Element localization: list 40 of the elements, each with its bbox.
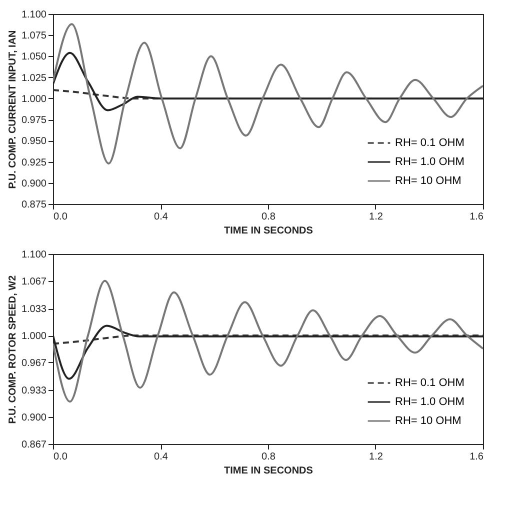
y-tick-label: 0.900 <box>21 178 47 190</box>
legend-label: RH= 10 OHM <box>395 175 462 187</box>
line-series <box>53 334 483 345</box>
x-tick-label: 1.6 <box>470 452 484 462</box>
x-tick-label: 0.4 <box>154 452 168 462</box>
y-tick-label: 0.867 <box>21 440 47 450</box>
y-axis-title: P.U. COMP. ROTOR SPEED, W2 <box>7 274 18 424</box>
line-series <box>53 23 483 164</box>
y-tick-label: 1.000 <box>21 331 47 342</box>
y-tick-label: 0.933 <box>21 386 47 397</box>
x-tick-label: 0.8 <box>262 452 276 462</box>
x-axis-title: TIME IN SECONDS <box>224 466 314 476</box>
x-tick-label: 0.8 <box>262 212 276 222</box>
y-tick-label: 1.075 <box>21 30 47 42</box>
y-tick-label: 1.100 <box>21 10 47 20</box>
x-tick-label: 0.0 <box>54 452 68 462</box>
x-tick-label: 0.4 <box>154 212 168 222</box>
legend-label: RH= 10 OHM <box>395 415 462 427</box>
x-tick-label: 1.2 <box>369 452 384 462</box>
legend-label: RH= 1.0 OHM <box>395 396 464 408</box>
x-axis-title: TIME IN SECONDS <box>224 226 314 236</box>
y-tick-label: 1.033 <box>21 304 47 316</box>
y-tick-label: 1.050 <box>21 52 47 63</box>
y-tick-label: 0.967 <box>21 358 47 369</box>
x-tick-label: 1.2 <box>369 212 384 222</box>
y-tick-label: 0.875 <box>21 200 47 210</box>
y-tick-label: 0.925 <box>21 157 47 168</box>
y-tick-label: 1.100 <box>21 250 47 260</box>
y-tick-label: 1.000 <box>21 94 47 105</box>
y-tick-label: 1.067 <box>21 276 47 288</box>
y-axis-title: P.U. COMP. CURRENT INPUT, IAN <box>7 30 18 189</box>
y-tick-label: 0.975 <box>21 115 47 126</box>
legend-label: RH= 0.1 OHM <box>395 377 464 389</box>
y-tick-label: 0.950 <box>21 136 47 148</box>
legend-label: RH= 0.1 OHM <box>395 137 464 149</box>
y-tick-label: 0.900 <box>21 412 47 424</box>
y-tick-label: 1.025 <box>21 72 47 84</box>
x-tick-label: 1.6 <box>470 212 484 222</box>
x-tick-label: 0.0 <box>54 212 68 222</box>
legend-label: RH= 1.0 OHM <box>395 156 464 168</box>
